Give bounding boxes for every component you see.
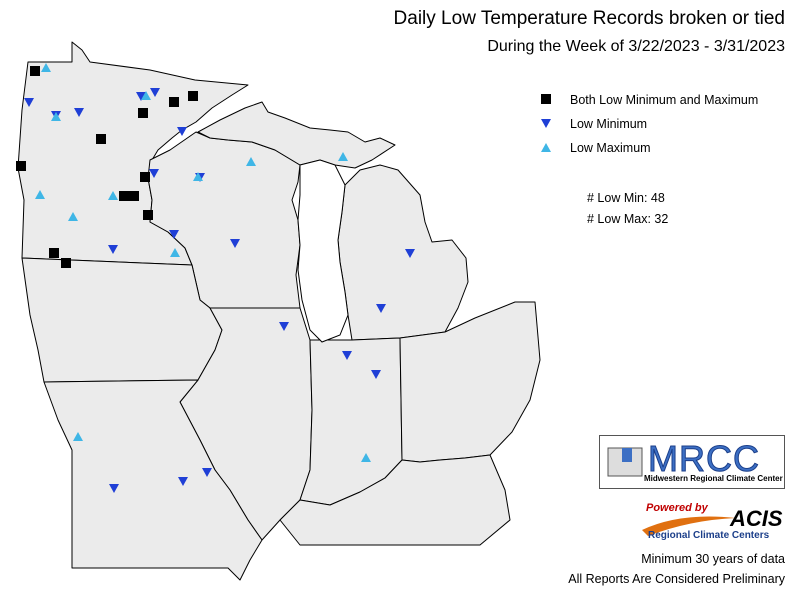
- acis-logo-text: ACIS: [730, 506, 783, 531]
- marker-low-min: [136, 92, 146, 101]
- marker-low-max: [68, 212, 78, 221]
- up-triangle-icon: [540, 141, 570, 155]
- square-icon: [540, 93, 570, 107]
- marker-low-min: [150, 88, 160, 97]
- legend-item-low-max: Low Maximum: [540, 136, 758, 160]
- marker-low-min: [74, 108, 84, 117]
- state-michigan-up: [197, 101, 396, 169]
- marker-low-min: [405, 249, 415, 258]
- marker-low-min: [169, 230, 179, 239]
- legend-item-both: Both Low Minimum and Maximum: [540, 88, 758, 112]
- marker-both: [188, 91, 198, 101]
- marker-low-max: [246, 157, 256, 166]
- state-kentucky: [279, 454, 511, 546]
- mrcc-logo-text: MRCC: [648, 438, 760, 480]
- marker-low-min: [24, 98, 34, 107]
- marker-low-max: [361, 453, 371, 462]
- record-counts: # Low Min: 48 # Low Max: 32: [587, 188, 668, 230]
- mrcc-logo: MRCC Midwestern Regional Climate Center: [599, 435, 785, 489]
- marker-low-max: [73, 432, 83, 441]
- marker-both: [30, 66, 40, 76]
- acis-powered-text: Powered by: [646, 502, 708, 514]
- lake-michigan: [297, 159, 349, 343]
- marker-low-max: [193, 172, 203, 181]
- marker-both: [49, 248, 59, 258]
- down-triangle-icon: [540, 117, 570, 131]
- legend-label-low-min: Low Minimum: [570, 117, 648, 131]
- footer-preliminary: All Reports Are Considered Preliminary: [568, 572, 785, 586]
- state-iowa: [21, 257, 223, 383]
- swoosh-icon: [642, 516, 736, 536]
- marker-low-min: [371, 370, 381, 379]
- marker-low-min: [230, 239, 240, 248]
- state-michigan-lp: [337, 164, 469, 341]
- marker-low-min: [376, 304, 386, 313]
- marker-both: [140, 172, 150, 182]
- map-subtitle: During the Week of 3/22/2023 - 3/31/2023: [487, 38, 785, 55]
- legend: Both Low Minimum and Maximum Low Minimum…: [540, 88, 758, 160]
- acis-logo-subtext: Regional Climate Centers: [648, 530, 770, 541]
- mrcc-logo-subtext: Midwestern Regional Climate Center: [644, 474, 783, 483]
- state-missouri: [43, 379, 263, 581]
- marker-low-max: [108, 191, 118, 200]
- marker-low-min: [342, 351, 352, 360]
- count-low-min: # Low Min: 48: [587, 191, 665, 205]
- marker-both: [16, 161, 26, 171]
- marker-low-min: [149, 169, 159, 178]
- marker-low-max: [51, 112, 61, 121]
- marker-low-min: [109, 484, 119, 493]
- marker-low-min: [108, 245, 118, 254]
- marker-low-max: [41, 63, 51, 72]
- midwest-outline-icon: [607, 447, 643, 477]
- marker-both: [119, 191, 129, 201]
- marker-both: [61, 258, 71, 268]
- marker-low-min: [178, 477, 188, 486]
- marker-low-max: [338, 152, 348, 161]
- marker-low-min: [279, 322, 289, 331]
- marker-low-max: [141, 91, 151, 100]
- legend-item-low-min: Low Minimum: [540, 112, 758, 136]
- footer-min-years: Minimum 30 years of data: [641, 552, 785, 566]
- legend-label-both: Both Low Minimum and Maximum: [570, 93, 759, 107]
- marker-both: [129, 191, 139, 201]
- count-low-max: # Low Max: 32: [587, 212, 669, 226]
- marker-both: [138, 108, 148, 118]
- map-title: Daily Low Temperature Records broken or …: [393, 8, 785, 29]
- marker-low-max: [170, 248, 180, 257]
- marker-both: [96, 134, 106, 144]
- marker-both: [143, 210, 153, 220]
- marker-low-min: [177, 127, 187, 136]
- acis-logo: Powered by ACIS Regional Climate Centers: [638, 500, 788, 546]
- marker-low-min: [202, 468, 212, 477]
- marker-both: [169, 97, 179, 107]
- legend-label-low-max: Low Maximum: [570, 141, 651, 155]
- marker-low-max: [35, 190, 45, 199]
